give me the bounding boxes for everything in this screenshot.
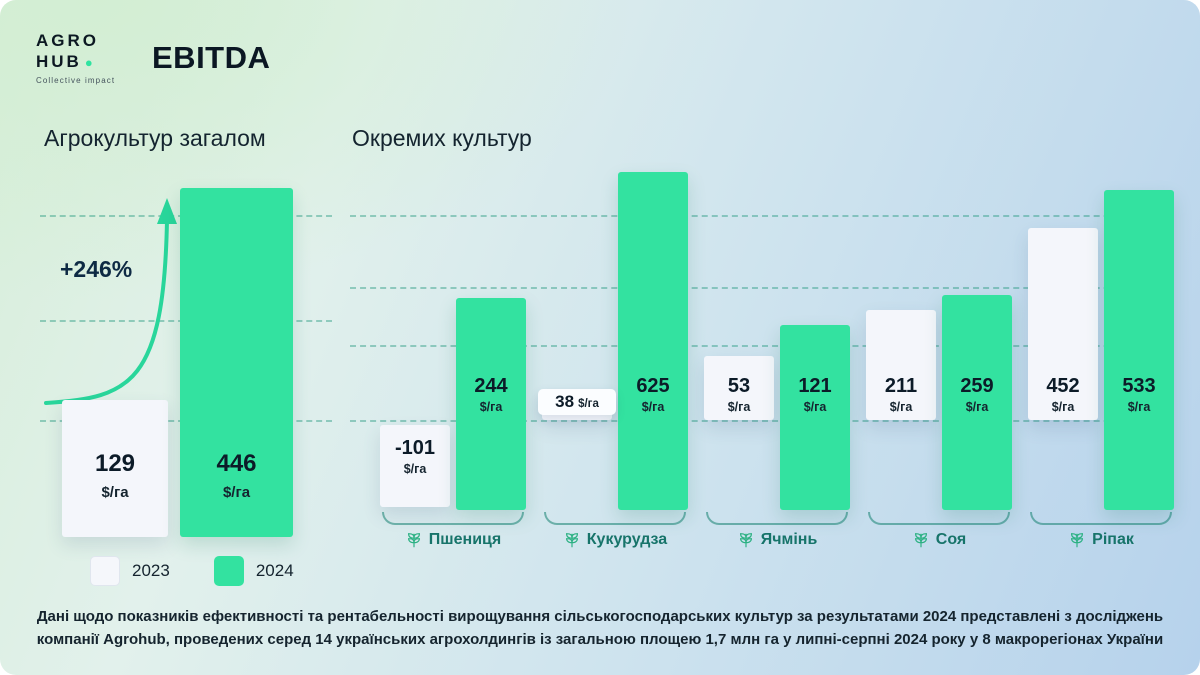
- bar-2024-rapeseed: [1104, 190, 1174, 510]
- crop-label-barley: Ячмінь: [760, 531, 818, 548]
- right-chart-title: Окремих культур: [352, 125, 532, 151]
- left-chart-title: Агрокультур загалом: [44, 125, 266, 151]
- total-chart: +246% 129 $/га 446 $/га: [40, 168, 332, 588]
- footer-note: Дані щодо показників ефективності та рен…: [36, 608, 1164, 648]
- page-title: EBITDA: [152, 40, 271, 75]
- bar-2024-barley: [780, 325, 850, 510]
- bar-2023-rapeseed: [1028, 228, 1098, 420]
- crop-group-rapeseed: 452 $/га 533 $/га Ріпак: [1026, 165, 1176, 565]
- bar-2024-total: [180, 188, 293, 537]
- value-2024-soy: 259 $/га: [960, 375, 994, 414]
- growth-percent-label: +246%: [60, 256, 133, 282]
- logo-dot-icon: ●: [84, 55, 96, 71]
- legend-label-2023: 2023: [132, 561, 170, 580]
- group-divider: [706, 512, 848, 525]
- value-2023-rapeseed: 452 $/га: [1046, 375, 1080, 414]
- crop-label-soy: Соя: [935, 531, 967, 548]
- legend: 2023 2024: [90, 556, 294, 586]
- bar-2024-wheat: [456, 298, 526, 510]
- legend-label-2024: 2024: [255, 561, 294, 580]
- logo-text-hub: HUB: [36, 52, 82, 72]
- value-2023-wheat: -101 $/га: [394, 437, 436, 476]
- crop-label-rapeseed: Ріпак: [1092, 531, 1134, 548]
- agrohub-logo: AGRO HUB ● Collective impact: [36, 30, 115, 85]
- value-2024-barley: 121 $/га: [798, 375, 832, 414]
- gridline: [350, 345, 1170, 347]
- gridline: [350, 420, 1170, 422]
- legend-item-2023: 2023: [90, 556, 170, 586]
- legend-swatch-2024: [213, 556, 244, 586]
- bar-2023-barley: [704, 356, 774, 420]
- value-2024-corn: 625 $/га: [636, 375, 670, 414]
- legend-swatch-2023: [90, 556, 120, 586]
- bar-2023-wheat: [380, 425, 450, 507]
- crop-group-barley: 53 $/га 121 $/га Ячмінь: [702, 165, 852, 565]
- logo-tagline: Collective impact: [36, 75, 116, 85]
- group-divider: [1030, 512, 1172, 525]
- crops-chart: -101 $/га 244 $/га Пшениця 38 $/га: [350, 165, 1174, 565]
- bar-2023-soy: [866, 310, 936, 420]
- crop-label-wheat: Пшениця: [428, 531, 502, 548]
- gridline: [350, 287, 1170, 289]
- group-divider: [868, 512, 1010, 525]
- bar-2023-total: [62, 400, 168, 537]
- soy-icon: [912, 531, 930, 549]
- value-2023-corn: 38 $/га: [538, 389, 616, 415]
- logo-text-agro: AGRO: [36, 31, 99, 50]
- crop-group-soy: 211 $/га 259 $/га Соя: [864, 165, 1014, 565]
- value-2023-total: 129 $/га: [94, 450, 136, 501]
- gridline: [350, 215, 1170, 217]
- value-2024-rapeseed: 533 $/га: [1122, 375, 1156, 414]
- value-2024-total: 446 $/га: [216, 450, 257, 501]
- value-2023-barley: 53 $/га: [727, 375, 751, 414]
- rapeseed-icon: [1068, 531, 1086, 549]
- corn-icon: [563, 531, 581, 549]
- legend-item-2024: 2024: [213, 556, 294, 586]
- bar-2024-soy: [942, 295, 1012, 510]
- wheat-icon: [405, 531, 423, 549]
- crop-group-corn: 38 $/га 625 $/га Кукурудза: [538, 165, 690, 565]
- group-divider: [382, 512, 524, 525]
- group-divider: [544, 512, 686, 525]
- bar-2024-corn: [618, 172, 688, 510]
- crop-group-wheat: -101 $/га 244 $/га Пшениця: [378, 165, 528, 565]
- barley-icon: [737, 531, 755, 549]
- value-2023-soy: 211 $/га: [884, 375, 918, 414]
- crop-label-corn: Кукурудза: [586, 531, 668, 548]
- value-2024-wheat: 244 $/га: [474, 375, 508, 414]
